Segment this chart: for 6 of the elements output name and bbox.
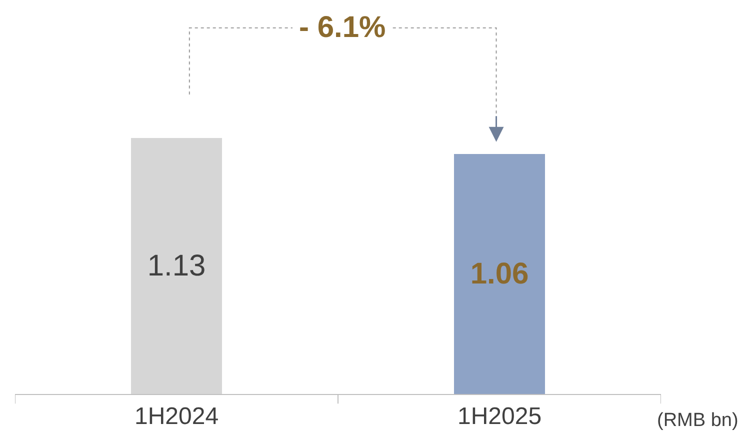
data-label: 1.13 bbox=[147, 250, 206, 282]
text: - 6.1% bbox=[299, 11, 386, 44]
x-tick-label: 1H2024 bbox=[134, 402, 219, 430]
x-tick-label: 1H2025 bbox=[457, 402, 542, 430]
data-label: 1.06 bbox=[470, 258, 529, 290]
text: (RMB bn) bbox=[657, 410, 738, 431]
